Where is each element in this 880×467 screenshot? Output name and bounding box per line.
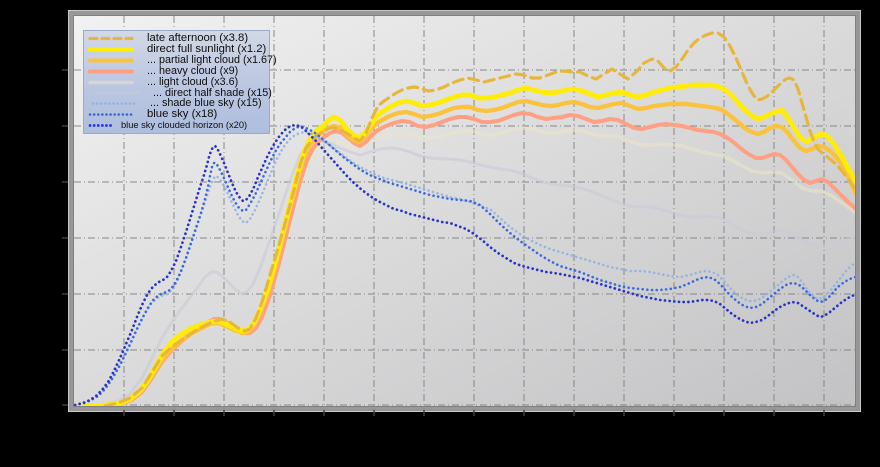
legend-line-swatch-icon (88, 79, 134, 86)
legend-line-swatch-icon (88, 68, 134, 75)
legend-item-label: blue sky (x18) (147, 108, 218, 121)
legend-item-partial-light-cloud: ... partial light cloud (x1.67) (88, 55, 277, 66)
legend-line-swatch-icon (91, 100, 137, 107)
legend-item-label: ... light cloud (x3.6) (147, 75, 239, 88)
legend-item-label: late afternoon (x3.8) (147, 31, 249, 44)
legend-line-swatch-icon (94, 89, 140, 96)
legend-item-heavy-cloud: ... heavy cloud (x9) (88, 64, 266, 77)
legend-line-swatch-icon (88, 35, 134, 42)
chart-legend: late afternoon (x3.8) direct full sunlig… (83, 30, 277, 134)
legend-line-swatch-icon (88, 57, 134, 64)
legend-item-direct-half-shade: ... direct half shade (x15) (88, 87, 272, 98)
legend-item-label: blue sky clouded horizon (x20) (121, 119, 248, 130)
legend-line-swatch-icon (88, 122, 114, 129)
legend-item-label: direct full sunlight (x1.2) (147, 42, 267, 55)
legend-item-label: ... heavy cloud (x9) (147, 64, 239, 77)
legend-item-shade-blue-sky: ... shade blue sky (x15) (88, 98, 266, 109)
legend-item-blue-sky-clouded-horizon: blue sky clouded horizon (x20) (88, 120, 266, 131)
legend-item-light-cloud: ... light cloud (x3.6) (88, 75, 266, 88)
legend-item-blue-sky: blue sky (x18) (88, 108, 266, 121)
legend-item-late-afternoon: late afternoon (x3.8) (88, 31, 266, 44)
legend-item-label: ... shade blue sky (x15) (150, 97, 262, 110)
legend-line-swatch-icon (88, 46, 134, 53)
legend-item-label: ... partial light cloud (x1.67) (147, 53, 277, 66)
legend-line-swatch-icon (88, 111, 134, 118)
legend-item-label: ... direct half shade (x15) (153, 86, 272, 99)
legend-item-direct-full-sunlight: direct full sunlight (x1.2) (88, 42, 267, 55)
